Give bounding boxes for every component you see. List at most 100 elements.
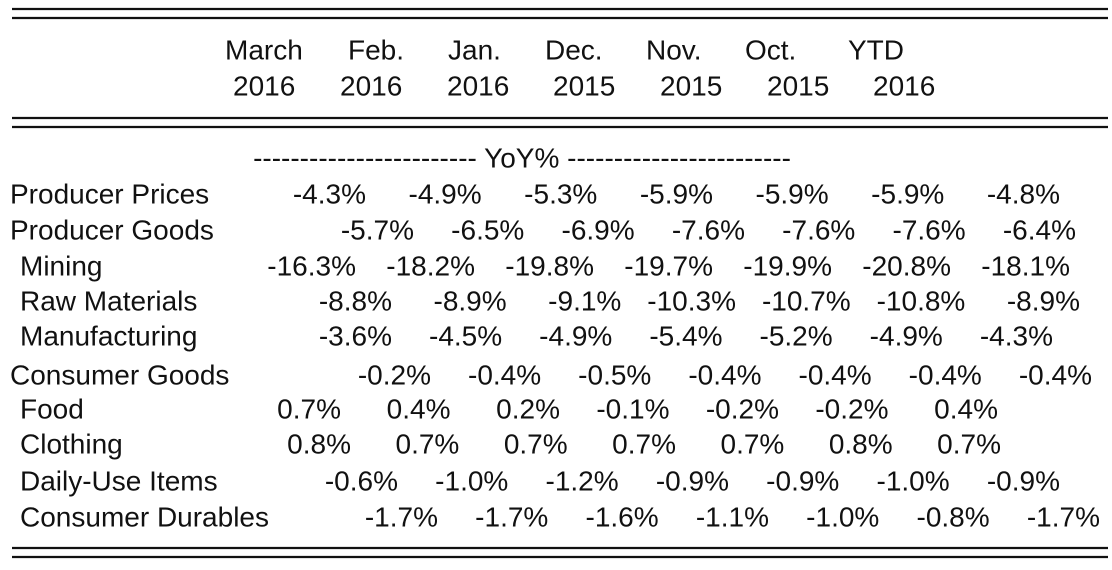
column-month: Feb. (348, 34, 404, 65)
cell-value: -5.9% (756, 178, 829, 209)
cell-value: -10.7% (762, 285, 851, 316)
section-label: ------------------------ YoY% ----------… (253, 142, 791, 173)
cell-value: -0.9% (766, 465, 839, 496)
cell-value: -0.6% (325, 465, 398, 496)
column-month: Jan. (448, 34, 501, 65)
cell-value: 0.4% (387, 393, 451, 424)
row-label: Food (20, 393, 84, 424)
row-label: Clothing (20, 428, 123, 459)
row-label: Raw Materials (20, 285, 197, 316)
column-year: 2016 (447, 70, 509, 101)
cell-value: -4.3% (293, 178, 366, 209)
cell-value: -16.3% (267, 250, 356, 281)
cell-value: -4.9% (409, 178, 482, 209)
cell-value: -5.7% (341, 214, 414, 245)
cell-value: -1.0% (806, 501, 879, 532)
row-label: Daily-Use Items (20, 465, 218, 496)
cell-value: -18.2% (386, 250, 475, 281)
cell-value: -19.8% (505, 250, 594, 281)
cell-value: -0.1% (596, 393, 669, 424)
cell-value: -1.0% (435, 465, 508, 496)
rule-bottom (12, 546, 1108, 559)
cell-value: -9.1% (548, 285, 621, 316)
cell-value: 0.7% (396, 428, 460, 459)
column-year: 2015 (660, 70, 722, 101)
cell-value: -5.3% (524, 178, 597, 209)
cell-value: -1.6% (586, 501, 659, 532)
cell-value: -7.6% (672, 214, 745, 245)
column-month: Dec. (545, 34, 603, 65)
cell-value: -1.7% (365, 501, 438, 532)
cell-value: -4.9% (539, 320, 612, 351)
cell-value: -4.5% (429, 320, 502, 351)
cell-value: -0.4% (468, 359, 541, 390)
cell-value: -4.8% (987, 178, 1060, 209)
cell-value: -0.5% (578, 359, 651, 390)
cell-value: -0.4% (688, 359, 761, 390)
cell-value: -0.2% (706, 393, 779, 424)
column-month: YTD (848, 34, 904, 65)
cell-value: 0.2% (496, 393, 560, 424)
cell-value: -5.4% (649, 320, 722, 351)
row-label: Producer Goods (10, 214, 214, 245)
cell-value: -20.8% (862, 250, 951, 281)
rule-mid (12, 116, 1108, 129)
column-month: Oct. (745, 34, 796, 65)
column-month: Nov. (646, 34, 702, 65)
cell-value: -0.2% (358, 359, 431, 390)
row-label: Manufacturing (20, 320, 197, 351)
cell-value: -3.6% (319, 320, 392, 351)
cell-value: -5.9% (871, 178, 944, 209)
column-year: 2016 (873, 70, 935, 101)
column-year: 2015 (767, 70, 829, 101)
cell-value: 0.7% (937, 428, 1001, 459)
row-label: Consumer Durables (20, 501, 269, 532)
column-year: 2016 (233, 70, 295, 101)
cell-value: -7.6% (782, 214, 855, 245)
cell-value: -0.4% (799, 359, 872, 390)
cell-value: -7.6% (893, 214, 966, 245)
cell-value: -0.9% (987, 465, 1060, 496)
cell-value: -10.3% (647, 285, 736, 316)
cell-value: -5.9% (640, 178, 713, 209)
row-label: Consumer Goods (10, 359, 229, 390)
cell-value: -1.1% (696, 501, 769, 532)
cell-value: -8.9% (434, 285, 507, 316)
cell-value: -1.0% (877, 465, 950, 496)
cell-value: -0.4% (1019, 359, 1092, 390)
cell-value: -0.4% (909, 359, 982, 390)
row-label: Mining (20, 250, 102, 281)
column-month: March (225, 34, 303, 65)
cell-value: -4.9% (870, 320, 943, 351)
cell-value: -18.1% (981, 250, 1070, 281)
cell-value: -1.2% (546, 465, 619, 496)
cell-value: 0.7% (277, 393, 341, 424)
cell-value: 0.8% (829, 428, 893, 459)
cell-value: -4.3% (980, 320, 1053, 351)
cell-value: -6.4% (1003, 214, 1076, 245)
cell-value: 0.4% (934, 393, 998, 424)
cell-value: 0.8% (287, 428, 351, 459)
row-label: Producer Prices (10, 178, 209, 209)
cell-value: 0.7% (721, 428, 785, 459)
cell-value: -0.8% (917, 501, 990, 532)
column-year: 2016 (340, 70, 402, 101)
rule-top (12, 7, 1108, 20)
cell-value: -5.2% (760, 320, 833, 351)
cell-value: -6.5% (451, 214, 524, 245)
cell-value: -19.9% (743, 250, 832, 281)
column-year: 2015 (553, 70, 615, 101)
cell-value: -19.7% (624, 250, 713, 281)
cell-value: -6.9% (562, 214, 635, 245)
cell-value: 0.7% (612, 428, 676, 459)
cell-value: -0.9% (656, 465, 729, 496)
cell-value: -8.8% (319, 285, 392, 316)
cell-value: -8.9% (1007, 285, 1080, 316)
cell-value: -1.7% (475, 501, 548, 532)
cell-value: -10.8% (877, 285, 966, 316)
cell-value: -0.2% (815, 393, 888, 424)
cell-value: -1.7% (1027, 501, 1100, 532)
cell-value: 0.7% (504, 428, 568, 459)
